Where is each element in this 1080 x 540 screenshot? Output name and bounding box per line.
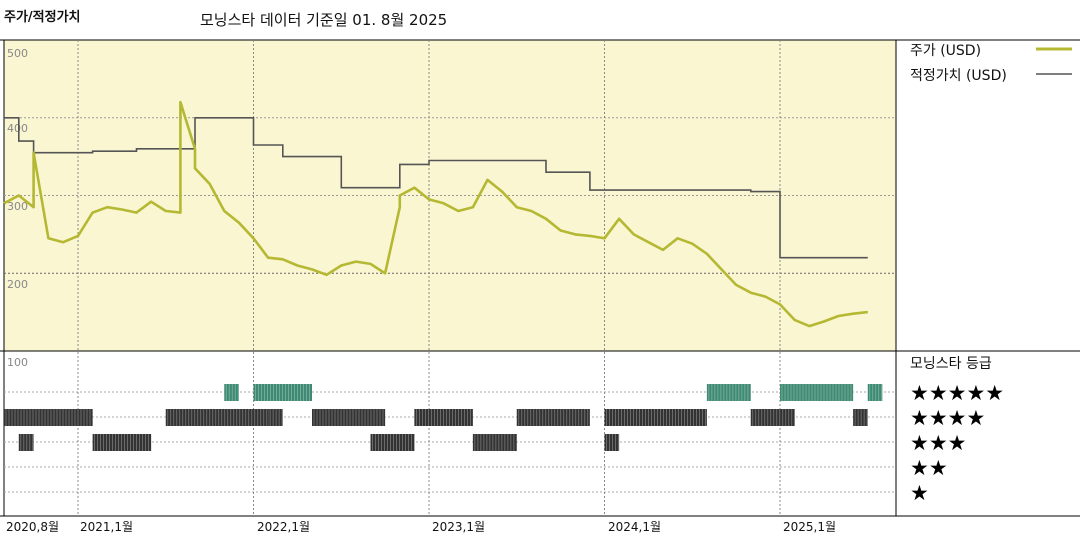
rating-bar-5-star <box>706 384 751 401</box>
x-tick-label: 2023,1월 <box>432 520 485 534</box>
rating-bar-5-star <box>253 384 312 401</box>
x-tick-label: 2022,1월 <box>257 520 310 534</box>
rating-row-3: ★★★ <box>910 431 966 455</box>
rating-bar-3-star <box>92 434 152 451</box>
rating-bar-3-star <box>18 434 34 451</box>
legend: 주가 (USD) 적정가치 (USD) <box>910 43 1072 84</box>
rating-bar-5-star <box>867 384 883 401</box>
legend-fair-label: 적정가치 (USD) <box>910 68 1007 84</box>
x-tick-label: 2025,1월 <box>783 520 836 534</box>
rating-title: 모닝스타 등급 <box>910 356 992 372</box>
rating-row-5: ★★★★★ <box>910 381 1004 405</box>
y-tick-label: 500 <box>7 47 28 60</box>
rating-bar-4-star <box>4 409 93 426</box>
rating-bar-4-star <box>414 409 473 426</box>
rating-bar-4-star <box>516 409 590 426</box>
rating-history-bars <box>4 384 883 451</box>
y-tick-label: 300 <box>7 200 28 213</box>
y-tick-label: 400 <box>7 122 28 135</box>
rating-bar-4-star <box>853 409 868 426</box>
fair-value-line <box>4 117 868 259</box>
rating-bar-3-star <box>472 434 517 451</box>
y-tick-label: 200 <box>7 278 28 291</box>
rating-bar-4-star <box>165 409 269 426</box>
y-tick-labels: 500 400 300 200 100 <box>7 47 28 369</box>
rating-row-2: ★★ <box>910 456 948 480</box>
x-tick-label: 2024,1월 <box>608 520 661 534</box>
rating-bar-4-star <box>750 409 795 426</box>
x-axis-labels: 2020,8월 2021,1월 2022,1월 2023,1월 2024,1월 … <box>6 520 836 534</box>
rating-bar-3-star <box>370 434 415 451</box>
rating-row-4: ★★★★ <box>910 406 985 430</box>
legend-price-label: 주가 (USD) <box>910 43 981 59</box>
chart-subtitle: 모닝스타 데이터 기준일 01. 8월 2025 <box>200 11 447 29</box>
rating-legend: 모닝스타 등급 ★★★★★ ★★★★ ★★★ ★★ ★ <box>910 356 1004 505</box>
rating-bar-4-star <box>268 409 283 426</box>
x-tick-label: 2020,8월 <box>6 520 59 534</box>
y-tick-label: 100 <box>7 356 28 369</box>
chart-title: 주가/적정가치 <box>4 9 81 25</box>
rating-bar-4-star <box>312 409 386 426</box>
rating-bar-4-star <box>604 409 707 426</box>
rating-bar-5-star <box>780 384 854 401</box>
rating-bar-3-star <box>604 434 620 451</box>
x-tick-label: 2021,1월 <box>80 520 133 534</box>
rating-bar-5-star <box>224 384 239 401</box>
price-line <box>3 100 868 328</box>
rating-row-1: ★ <box>910 481 929 505</box>
